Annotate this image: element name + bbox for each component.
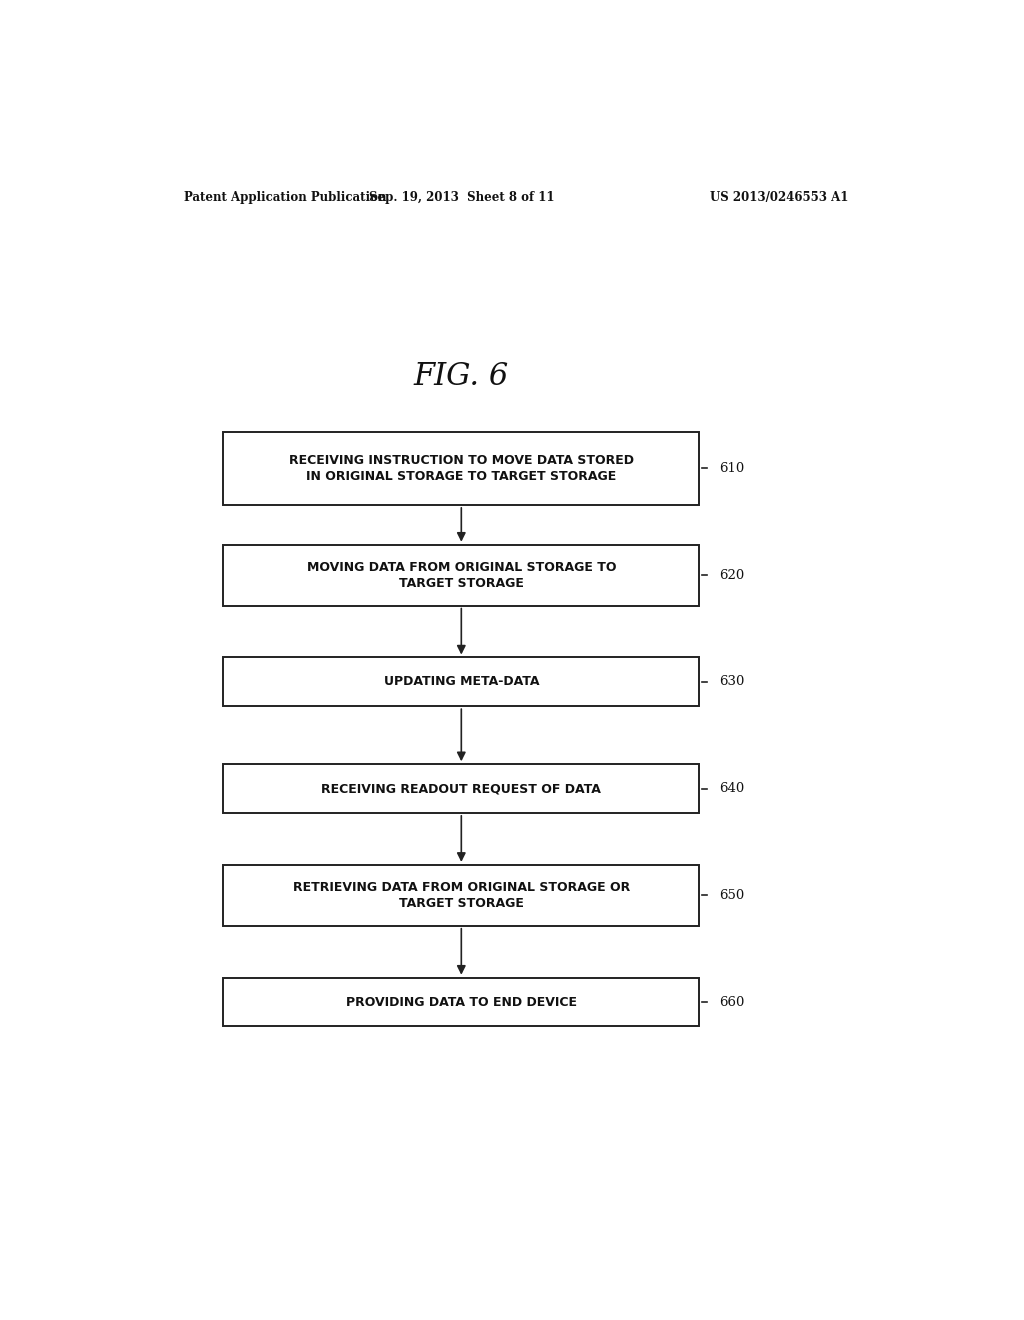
Text: US 2013/0246553 A1: US 2013/0246553 A1 [710,190,848,203]
Text: RETRIEVING DATA FROM ORIGINAL STORAGE OR
TARGET STORAGE: RETRIEVING DATA FROM ORIGINAL STORAGE OR… [293,880,630,909]
FancyBboxPatch shape [223,865,699,925]
Text: PROVIDING DATA TO END DEVICE: PROVIDING DATA TO END DEVICE [346,995,577,1008]
FancyBboxPatch shape [223,978,699,1027]
Text: FIG. 6: FIG. 6 [414,362,509,392]
Text: Patent Application Publication: Patent Application Publication [183,190,386,203]
FancyBboxPatch shape [223,657,699,706]
Text: 660: 660 [719,995,744,1008]
Text: MOVING DATA FROM ORIGINAL STORAGE TO
TARGET STORAGE: MOVING DATA FROM ORIGINAL STORAGE TO TAR… [306,561,616,590]
Text: 630: 630 [719,676,744,688]
Text: UPDATING META-DATA: UPDATING META-DATA [384,676,539,688]
FancyBboxPatch shape [223,545,699,606]
FancyBboxPatch shape [223,432,699,506]
Text: Sep. 19, 2013  Sheet 8 of 11: Sep. 19, 2013 Sheet 8 of 11 [369,190,554,203]
Text: 650: 650 [719,888,744,902]
FancyBboxPatch shape [223,764,699,813]
Text: 640: 640 [719,781,744,795]
Text: 610: 610 [719,462,744,475]
Text: RECEIVING INSTRUCTION TO MOVE DATA STORED
IN ORIGINAL STORAGE TO TARGET STORAGE: RECEIVING INSTRUCTION TO MOVE DATA STORE… [289,454,634,483]
Text: RECEIVING READOUT REQUEST OF DATA: RECEIVING READOUT REQUEST OF DATA [322,781,601,795]
Text: 620: 620 [719,569,744,582]
